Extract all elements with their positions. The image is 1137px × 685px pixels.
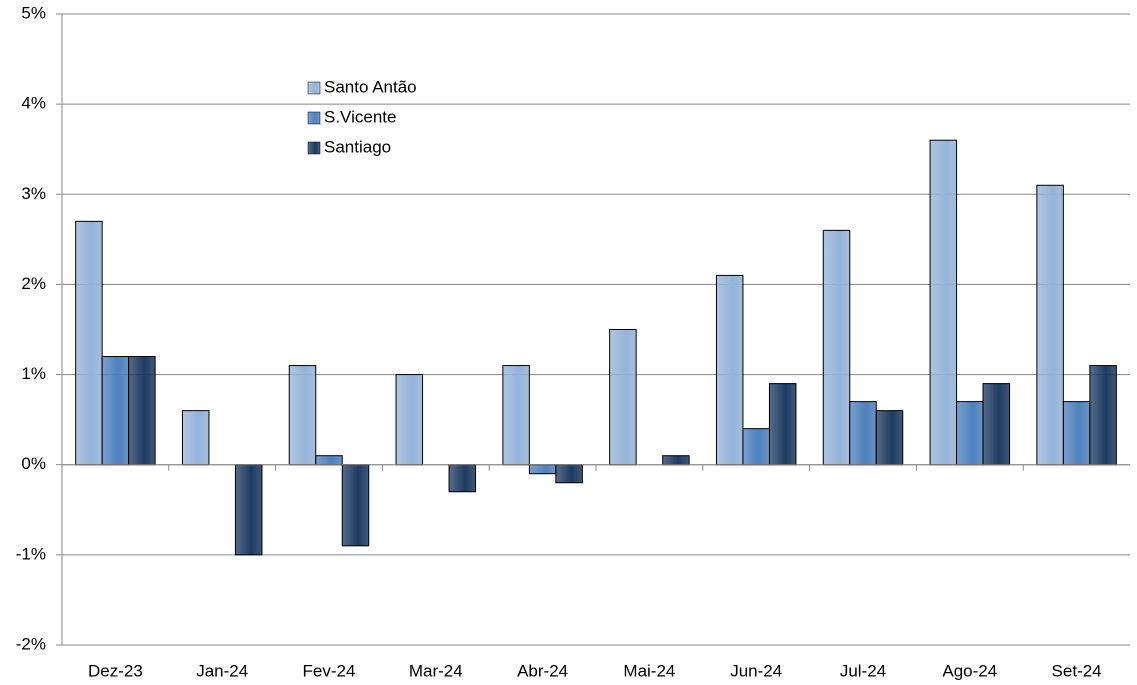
bar — [448, 464, 477, 493]
y-tick-label: 4% — [21, 94, 46, 113]
bar — [609, 329, 637, 466]
bar — [101, 356, 130, 466]
y-tick-label: 0% — [21, 454, 46, 473]
bar — [181, 410, 210, 466]
y-tick-label: -2% — [16, 634, 46, 653]
x-tick-label: Jan-24 — [196, 661, 248, 680]
bar — [234, 464, 263, 556]
legend-label: S.Vicente — [324, 107, 396, 126]
legend-swatch — [307, 111, 321, 125]
x-tick-label: Set-24 — [1052, 661, 1102, 680]
bar — [288, 365, 317, 466]
legend-swatch — [307, 81, 321, 95]
bar — [395, 374, 424, 466]
bar — [555, 464, 583, 484]
bar — [1089, 365, 1117, 466]
bar — [956, 401, 984, 466]
x-tick-label: Mar-24 — [409, 661, 463, 680]
x-tick-label: Jun-24 — [730, 661, 782, 680]
y-tick-label: 2% — [21, 274, 46, 293]
x-tick-label: Ago-24 — [942, 661, 997, 680]
bar — [528, 464, 557, 475]
y-tick-label: -1% — [16, 544, 46, 563]
bar — [982, 383, 1011, 466]
bar — [929, 139, 958, 466]
bar — [1036, 184, 1064, 466]
x-tick-label: Mai-24 — [623, 661, 675, 680]
y-tick-label: 3% — [21, 184, 46, 203]
bar — [849, 401, 877, 466]
x-tick-label: Dez-23 — [88, 661, 143, 680]
y-tick-label: 1% — [21, 364, 46, 383]
bar — [128, 356, 156, 466]
bar — [715, 274, 744, 466]
bar — [315, 455, 343, 466]
bar — [822, 229, 851, 466]
x-tick-label: Abr-24 — [517, 661, 568, 680]
bar — [768, 383, 797, 466]
bar — [75, 220, 103, 466]
x-tick-label: Fev-24 — [303, 661, 356, 680]
bar — [742, 428, 770, 466]
bar — [662, 455, 690, 466]
bar — [1062, 401, 1091, 466]
bar — [341, 464, 370, 547]
legend-label: Santo Antão — [324, 77, 417, 96]
bar — [875, 410, 904, 466]
bar — [502, 365, 530, 466]
x-tick-label: Jul-24 — [840, 661, 886, 680]
y-tick-label: 5% — [21, 3, 46, 22]
legend-label: Santiago — [324, 137, 391, 156]
legend-swatch — [307, 141, 321, 155]
